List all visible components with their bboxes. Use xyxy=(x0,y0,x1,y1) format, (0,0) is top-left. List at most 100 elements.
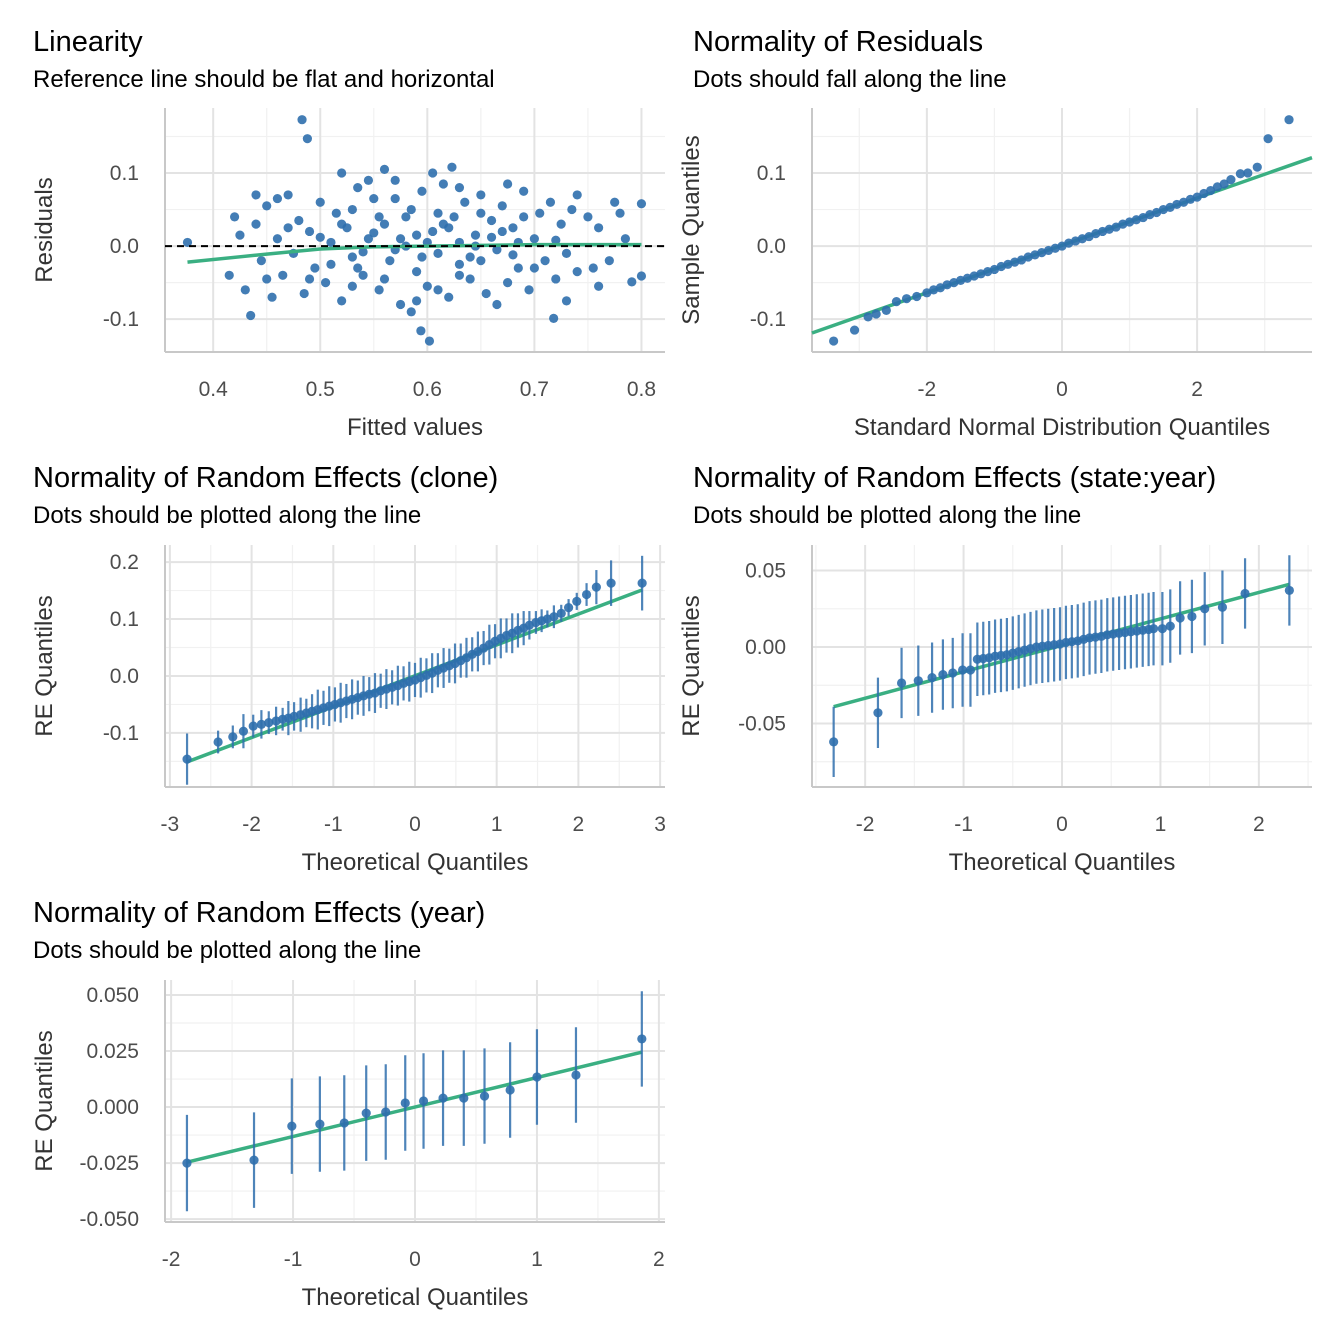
x-tick-label: -2 xyxy=(856,813,875,836)
data-point xyxy=(315,232,325,242)
x-axis-title: Theoretical Quantiles xyxy=(302,849,529,876)
data-point xyxy=(363,234,374,244)
data-point xyxy=(182,1158,192,1168)
data-point xyxy=(326,259,336,269)
data-point xyxy=(465,252,475,262)
x-tick-label: 2 xyxy=(653,1248,665,1271)
data-point xyxy=(262,201,272,211)
data-point xyxy=(913,676,923,686)
data-point xyxy=(1187,611,1197,622)
data-point xyxy=(604,256,614,266)
panel-2-subtitle: Dots should fall along the line xyxy=(693,66,1007,93)
data-point xyxy=(337,296,347,306)
data-point xyxy=(572,267,582,277)
data-point xyxy=(891,296,902,307)
data-point xyxy=(251,219,261,229)
data-point xyxy=(385,256,395,266)
x-tick-label: -3 xyxy=(161,813,180,836)
data-point xyxy=(829,737,839,747)
data-point xyxy=(363,175,374,185)
data-point xyxy=(524,285,534,295)
data-point xyxy=(361,1108,371,1118)
y-tick-label: -0.1 xyxy=(103,308,139,331)
data-point xyxy=(1200,604,1210,614)
data-point xyxy=(315,197,325,207)
y-tick-label: -0.1 xyxy=(750,308,786,331)
data-point xyxy=(1284,115,1294,125)
data-point xyxy=(224,270,234,280)
x-tick-label: 2 xyxy=(573,813,585,836)
data-point xyxy=(1243,168,1253,178)
data-point xyxy=(1235,169,1245,179)
data-point xyxy=(1157,624,1167,634)
data-point xyxy=(549,313,559,323)
data-point xyxy=(927,673,937,683)
data-point xyxy=(353,183,363,193)
data-point xyxy=(320,277,331,288)
x-axis-title: Standard Normal Distribution Quantiles xyxy=(854,414,1270,441)
data-point xyxy=(395,299,406,310)
data-point xyxy=(447,162,457,172)
data-point xyxy=(379,164,390,174)
data-point xyxy=(606,578,616,588)
data-point xyxy=(556,219,566,229)
y-axis-title: Sample Quantiles xyxy=(678,135,705,324)
data-point xyxy=(1226,174,1236,185)
data-point xyxy=(304,274,315,284)
data-point xyxy=(438,1093,448,1103)
data-point xyxy=(272,234,283,244)
data-point xyxy=(182,237,193,248)
data-point xyxy=(637,1034,647,1044)
data-point xyxy=(572,190,582,200)
x-tick-label: -2 xyxy=(918,378,937,401)
panel-5-subtitle: Dots should be plotted along the line xyxy=(33,937,422,964)
y-tick-label: 0.0 xyxy=(110,665,139,688)
data-point xyxy=(433,285,443,295)
y-tick-label: -0.025 xyxy=(79,1152,139,1175)
panel-2: -2 0 2 -0.1 0.0 0.1 Standard Normal Distributi… xyxy=(678,108,1313,441)
y-tick-label: -0.1 xyxy=(103,722,139,745)
smooth-line xyxy=(187,242,642,264)
panel-4: -2 -1 0 1 2 -0.05 0.00 0.05 Theoretical Quantile… xyxy=(678,545,1312,876)
data-point xyxy=(508,223,518,233)
data-point xyxy=(465,274,475,284)
x-tick-label: -1 xyxy=(284,1248,303,1271)
data-point xyxy=(438,179,448,189)
data-point xyxy=(1219,179,1229,189)
data-point xyxy=(347,252,357,262)
data-point xyxy=(1206,185,1216,196)
data-point xyxy=(545,197,556,207)
data-point xyxy=(326,237,336,248)
data-point xyxy=(339,1118,349,1128)
data-point xyxy=(540,256,550,266)
data-point xyxy=(299,288,309,299)
data-point xyxy=(871,309,881,319)
panel-4-subtitle: Dots should be plotted along the line xyxy=(693,502,1082,529)
panel-5-title: Normality of Random Effects (year) xyxy=(33,897,486,929)
y-tick-label: 0.00 xyxy=(745,636,786,659)
data-point xyxy=(535,208,545,218)
data-point xyxy=(304,226,315,237)
y-tick-label: 0.1 xyxy=(757,162,786,185)
x-tick-label: -1 xyxy=(324,813,343,836)
panel-1: 0.4 0.5 0.6 0.7 0.8 -0.1 0.0 0.1 Fitted values Re… xyxy=(31,108,665,441)
data-point xyxy=(513,263,523,273)
data-point xyxy=(331,208,341,218)
data-point xyxy=(395,234,406,244)
data-point xyxy=(486,215,497,226)
x-tick-label: 1 xyxy=(531,1248,543,1271)
data-point xyxy=(581,589,592,600)
data-point xyxy=(901,294,912,304)
data-point xyxy=(620,234,630,244)
data-point xyxy=(563,603,574,613)
data-point xyxy=(406,307,416,317)
y-tick-label: 0.1 xyxy=(110,162,139,185)
y-tick-label: 0.000 xyxy=(86,1096,139,1119)
x-tick-label: 0 xyxy=(409,813,421,836)
data-point xyxy=(829,336,839,346)
x-tick-label: 0.7 xyxy=(520,378,549,401)
data-point xyxy=(358,270,368,280)
x-tick-label: 3 xyxy=(654,813,666,836)
data-point xyxy=(337,219,347,229)
